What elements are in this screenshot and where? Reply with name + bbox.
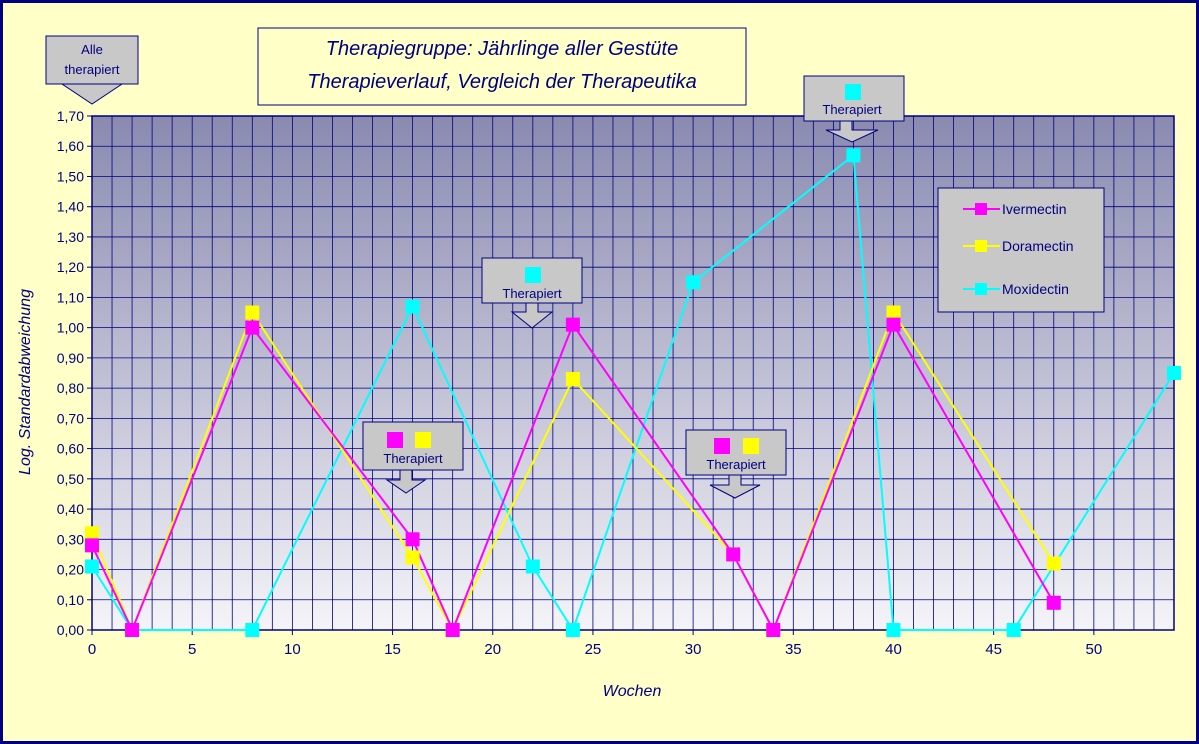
y-tick-label: 1,50	[57, 168, 84, 184]
callout-1-marker-doramectin	[415, 432, 431, 448]
y-tick-label: 0,90	[57, 350, 84, 366]
legend-marker-moxidectin	[975, 283, 987, 295]
x-tick-label: 35	[785, 641, 802, 658]
y-tick-label: 0,80	[57, 380, 84, 396]
point-moxidectin	[405, 299, 420, 314]
point-moxidectin	[886, 623, 901, 637]
callout-1-label: Therapiert	[383, 451, 443, 466]
x-tick-label: 50	[1086, 641, 1103, 658]
point-doramectin	[1046, 556, 1061, 571]
legend-marker-doramectin	[975, 240, 987, 252]
point-moxidectin	[1167, 366, 1181, 380]
callout-2-arrow	[510, 302, 554, 329]
callout-therapiert-4: Therapiert	[803, 75, 905, 143]
callout-3-marker-doramectin	[743, 438, 759, 454]
callout-therapiert-1: Therapiert	[362, 421, 464, 494]
callout-alle-therapiert: Alle therapiert	[45, 35, 139, 105]
x-tick-label: 0	[88, 641, 96, 658]
legend: Ivermectin Doramectin Moxidectin	[937, 187, 1105, 313]
chart-title-line2: Therapieverlauf, Vergleich der Therapeut…	[307, 71, 696, 93]
y-tick-label: 1,60	[57, 138, 84, 154]
y-tick-label: 1,00	[57, 320, 84, 336]
x-tick-label: 15	[384, 641, 401, 658]
series-line-ivermectin	[91, 322, 1055, 633]
axes: 0,00 0,10 0,20 0,30 0,40 0,50 0,60 0,70 0,80 0,90…	[57, 108, 1102, 658]
point-ivermectin	[245, 320, 260, 335]
x-tick-label: 5	[188, 641, 196, 658]
x-tick-label: 10	[284, 641, 301, 658]
point-doramectin	[565, 372, 580, 387]
point-ivermectin	[85, 538, 99, 553]
y-tick-label: 0,00	[57, 622, 84, 638]
grid	[91, 115, 1175, 631]
callout-alle-line2: therapiert	[65, 62, 120, 77]
y-tick-label: 1,10	[57, 289, 84, 305]
y-tick-label: 1,30	[57, 229, 84, 245]
chart-title-line1: Therapiegruppe: Jährlinge aller Gestüte	[326, 38, 678, 60]
legend-label-moxidectin: Moxidectin	[1002, 281, 1069, 297]
point-ivermectin	[125, 623, 140, 637]
x-tick-label: 25	[585, 641, 602, 658]
x-tick-label: 40	[885, 641, 902, 658]
legend-label-doramectin: Doramectin	[1002, 238, 1074, 254]
series	[85, 148, 1181, 637]
callout-3-arrow	[709, 474, 761, 499]
point-moxidectin	[846, 148, 861, 163]
y-axis-label: Log. Standardabweichung	[17, 289, 34, 475]
point-doramectin	[405, 550, 420, 565]
point-ivermectin	[1046, 595, 1061, 610]
callout-4-arrow	[825, 120, 879, 143]
title-box	[257, 27, 747, 106]
y-tick-label: 0,40	[57, 501, 84, 517]
legend-label-ivermectin: Ivermectin	[1002, 201, 1067, 217]
point-moxidectin	[565, 623, 580, 637]
y-tick-label: 0,50	[57, 471, 84, 487]
y-tick-label: 0,10	[57, 592, 84, 608]
point-doramectin	[886, 305, 901, 320]
point-doramectin	[245, 305, 260, 320]
y-tick-label: 0,20	[57, 562, 84, 578]
y-tick-label: 0,60	[57, 441, 84, 457]
point-moxidectin	[686, 275, 701, 290]
point-ivermectin	[726, 547, 741, 562]
legend-marker-ivermectin	[975, 203, 987, 215]
y-tick-label: 0,70	[57, 410, 84, 426]
callout-2-label: Therapiert	[502, 286, 562, 301]
x-tick-label: 30	[685, 641, 702, 658]
callout-4-label: Therapiert	[822, 102, 882, 117]
y-tick-label: 1,20	[57, 259, 84, 275]
callout-therapiert-2: Therapiert	[481, 257, 583, 329]
y-tick-label: 1,70	[57, 108, 84, 124]
y-tick-label: 1,40	[57, 199, 84, 215]
point-ivermectin	[886, 317, 901, 332]
point-ivermectin	[445, 623, 460, 637]
y-tick-label: 0,30	[57, 531, 84, 547]
point-ivermectin	[766, 623, 781, 637]
callout-3-marker-ivermectin	[714, 438, 730, 454]
point-moxidectin	[85, 559, 99, 574]
point-doramectin	[85, 526, 99, 541]
callout-alle-line1: Alle	[81, 42, 103, 57]
series-line-doramectin	[91, 310, 1055, 633]
point-moxidectin	[525, 559, 540, 574]
point-moxidectin	[245, 623, 260, 637]
callout-2-marker-moxidectin	[525, 267, 541, 283]
point-ivermectin	[565, 317, 580, 332]
callout-therapiert-3: Therapiert	[685, 429, 787, 499]
x-tick-label: 45	[985, 641, 1002, 658]
callout-3-label: Therapiert	[706, 457, 766, 472]
x-axis-label: Wochen	[603, 683, 662, 700]
callout-4-marker-moxidectin	[845, 84, 861, 100]
callout-1-arrow	[385, 469, 427, 494]
callout-1-marker-ivermectin	[387, 432, 403, 448]
point-ivermectin	[405, 532, 420, 547]
callout-alle-arrow	[60, 83, 124, 105]
point-moxidectin	[1006, 623, 1021, 637]
x-tick-label: 20	[484, 641, 501, 658]
